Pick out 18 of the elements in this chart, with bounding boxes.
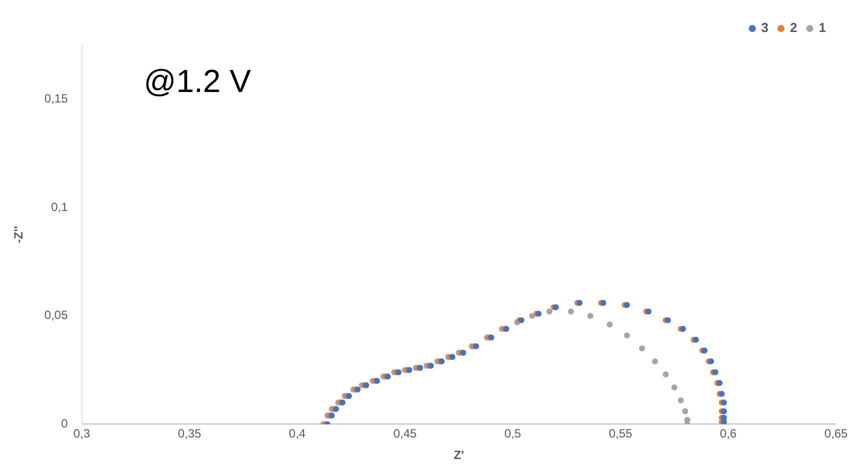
x-tick-label: 0,4: [288, 426, 306, 441]
x-tick-label: 0,6: [720, 426, 737, 441]
x-tick-label: 0,5: [504, 426, 522, 441]
x-tick-label: 0,55: [608, 426, 633, 441]
x-tick-label: 0,45: [393, 426, 418, 441]
y-axis-title: -Z'': [12, 226, 26, 244]
y-tick-label: 0,15: [44, 91, 68, 106]
x-tick-label: 0,65: [824, 426, 848, 441]
x-tick-label: 0,3: [73, 426, 90, 441]
annotation: @1.2 V: [144, 62, 252, 99]
x-tick-label: 0,35: [178, 426, 202, 441]
x-axis-title: Z': [454, 448, 464, 462]
legend-label: 1: [818, 20, 826, 36]
legend-label: 3: [761, 20, 769, 36]
y-tick-label: 0: [61, 416, 68, 431]
legend-label: 2: [790, 20, 798, 36]
y-tick-label: 0,05: [44, 308, 68, 322]
y-tick-label: 0,1: [51, 200, 68, 214]
